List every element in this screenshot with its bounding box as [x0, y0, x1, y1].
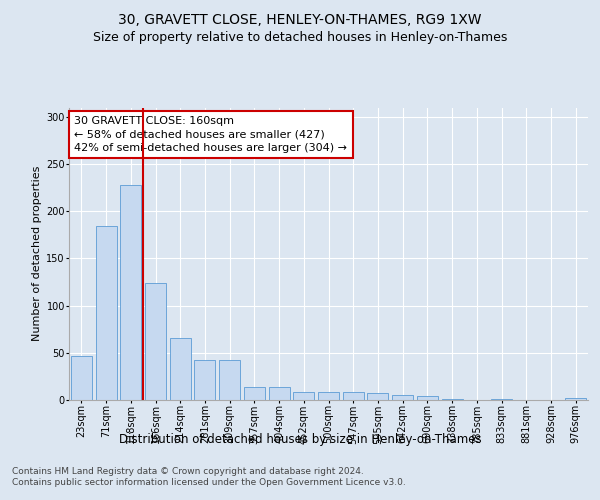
Bar — [565, 398, 586, 400]
Bar — [71, 356, 92, 400]
Bar — [318, 392, 339, 400]
Bar — [442, 399, 463, 400]
Bar — [343, 392, 364, 400]
Bar — [145, 283, 166, 400]
Bar — [170, 338, 191, 400]
Bar — [293, 392, 314, 400]
Text: Size of property relative to detached houses in Henley-on-Thames: Size of property relative to detached ho… — [93, 31, 507, 44]
Y-axis label: Number of detached properties: Number of detached properties — [32, 166, 42, 342]
Bar — [194, 360, 215, 400]
Text: Distribution of detached houses by size in Henley-on-Thames: Distribution of detached houses by size … — [119, 432, 481, 446]
Bar — [95, 226, 116, 400]
Bar — [120, 185, 141, 400]
Text: 30 GRAVETT CLOSE: 160sqm
← 58% of detached houses are smaller (427)
42% of semi-: 30 GRAVETT CLOSE: 160sqm ← 58% of detach… — [74, 116, 347, 152]
Bar — [417, 396, 438, 400]
Bar — [244, 387, 265, 400]
Bar — [219, 360, 240, 400]
Text: 30, GRAVETT CLOSE, HENLEY-ON-THAMES, RG9 1XW: 30, GRAVETT CLOSE, HENLEY-ON-THAMES, RG9… — [118, 12, 482, 26]
Bar — [269, 387, 290, 400]
Bar — [491, 399, 512, 400]
Bar — [367, 394, 388, 400]
Text: Contains HM Land Registry data © Crown copyright and database right 2024.
Contai: Contains HM Land Registry data © Crown c… — [12, 468, 406, 487]
Bar — [392, 396, 413, 400]
